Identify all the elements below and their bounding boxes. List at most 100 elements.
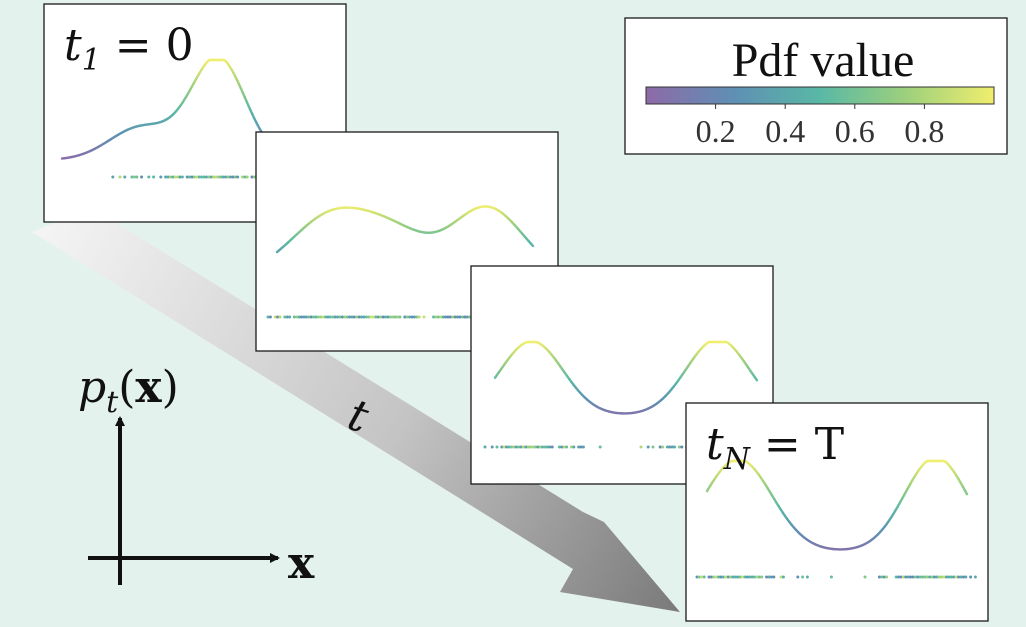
sample-dot [460,315,464,319]
sample-dot [921,575,925,579]
sample-dot [529,445,533,449]
sample-dot [309,315,313,319]
sample-dot [336,315,340,319]
sample-dot [453,315,457,319]
sample-dot [560,445,564,449]
sample-dot [729,575,733,579]
sample-dot [673,445,677,449]
sample-dot [216,175,220,179]
sample-dot [367,315,371,319]
sample-dot [231,175,235,179]
sample-dot [118,175,122,179]
colorbar-tick-label: 0.2 [696,113,736,149]
sample-dot [345,315,349,319]
sample-dot [500,445,504,449]
pdf-panels: t1 = 0 tN = T [43,3,989,622]
panel-frame [685,402,989,622]
sample-dot [911,575,915,579]
sample-dot [300,315,304,319]
sample-dot [572,445,576,449]
sample-dot [412,315,416,319]
sample-dot [923,575,927,579]
sample-dot [214,175,218,179]
sample-dot [899,575,903,579]
sample-dot [565,445,569,449]
sample-dot [661,445,665,449]
sample-dot [545,445,549,449]
sample-dot [417,315,421,319]
sample-dot [326,315,330,319]
sample-dot [276,315,280,319]
sample-dot [957,575,961,579]
sample-dot [935,575,939,579]
sample-dot [245,175,249,179]
sample-dot [343,315,347,319]
sample-dot [312,315,316,319]
sample-dot [236,175,240,179]
sample-dot [733,575,737,579]
sample-dot [882,575,886,579]
colorbar-tick-label: 0.4 [765,113,805,149]
sample-dot [829,575,833,579]
sample-dot [240,175,244,179]
sample-dot [250,175,254,179]
sample-dot [969,575,973,579]
sample-dot [717,575,721,579]
sample-dot [362,315,366,319]
sample-dot [266,315,270,319]
sample-dot [173,175,177,179]
sample-dot [405,315,409,319]
sample-dot [188,175,192,179]
sample-dot [863,575,867,579]
sample-dot [364,315,368,319]
sample-dot [448,315,452,319]
sample-dot [295,315,299,319]
sample-dot [123,175,127,179]
sample-dot [719,575,723,579]
sample-dot [700,575,704,579]
sample-dot [916,575,920,579]
sample-dot [801,575,805,579]
sample-dot [386,315,390,319]
sample-dot [906,575,910,579]
sample-dot [441,315,445,319]
sample-dot [152,175,156,179]
colorbar-ticks: 0.2 0.4 0.6 0.8 [696,104,944,149]
sample-dot [765,575,769,579]
sample-dot [396,315,400,319]
sample-dot [502,445,506,449]
sample-dot [331,315,335,319]
sample-dot [224,175,228,179]
sample-dot [745,575,749,579]
sample-dot [885,575,889,579]
pdf-curve-segment [529,242,535,248]
sample-dot [928,575,932,579]
sample-dot [505,445,509,449]
sample-dot [446,315,450,319]
sample-dot [393,315,397,319]
sample-dot [483,445,487,449]
sample-dot [221,175,225,179]
sample-dot [273,315,277,319]
sample-dot [796,575,800,579]
sample-dot [171,175,175,179]
sample-dot [176,175,180,179]
sample-dot [391,315,395,319]
sample-dot [712,575,716,579]
sample-dot [338,315,342,319]
sample-dot [444,315,448,319]
sample-dot [415,315,419,319]
sample-dot [670,445,674,449]
sample-dot [321,315,325,319]
sample-dot [913,575,917,579]
sample-dot [403,315,407,319]
sample-dot [748,575,752,579]
sample-dot [581,445,585,449]
sample-dot [964,575,968,579]
sample-dot [562,445,566,449]
sample-dot [726,575,730,579]
sample-dot [451,315,455,319]
sample-dot [709,575,713,579]
sample-dot [536,445,540,449]
sample-dot [384,315,388,319]
